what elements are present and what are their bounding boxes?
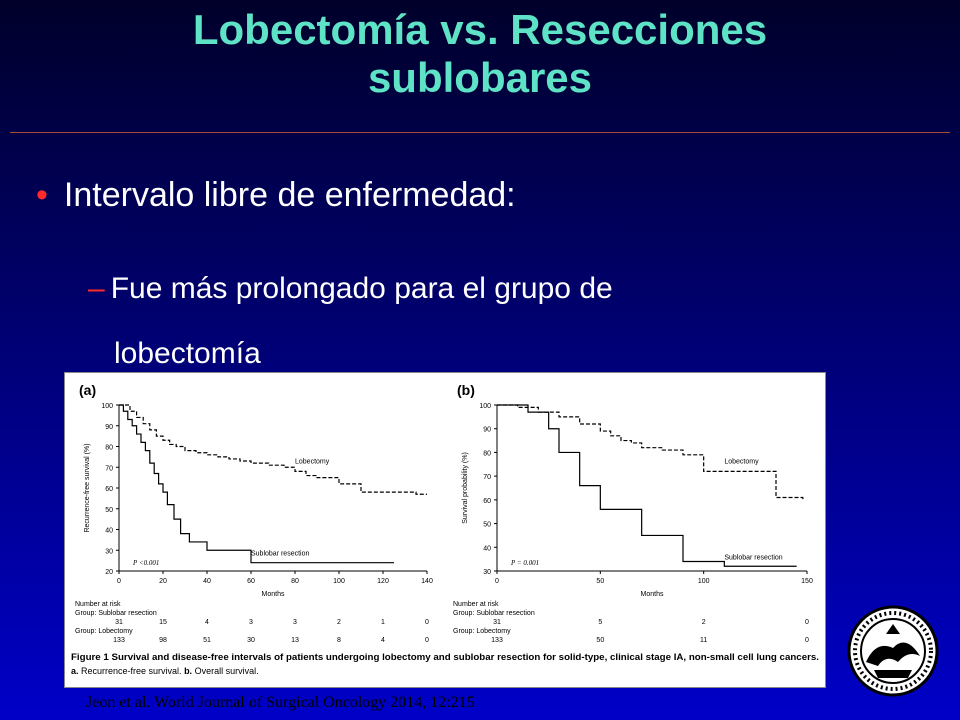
x-tick-label: 150 [801,578,813,585]
x-axis-label: Months [641,591,664,598]
y-tick-label: 90 [483,427,491,434]
risk-value-sublobar: 3 [249,619,253,626]
y-axis-label: Recurrence-free survival (%) [84,443,91,532]
y-tick-label: 70 [483,474,491,481]
risk-value-lobectomy: 133 [491,637,503,644]
risk-value-lobectomy: 13 [291,637,299,644]
risk-group-lobectomy: Group: Lobectomy [453,628,511,635]
risk-value-sublobar: 15 [159,619,167,626]
risk-value-lobectomy: 0 [805,637,809,644]
x-axis-label: Months [262,591,285,598]
y-tick-label: 40 [105,528,113,535]
risk-value-sublobar: 0 [805,619,809,626]
caption-part: Recurrence-free survival. [79,666,185,676]
series-line-sublobar-resection [119,404,394,564]
sub-bullet-item: – Fue más prolongado para el grupo de lob… [88,256,788,386]
p-value-label: P = 0.001 [510,559,539,567]
x-tick-label: 0 [495,578,499,585]
y-tick-label: 60 [483,498,491,505]
panel-label: (b) [457,382,475,398]
risk-value-sublobar: 5 [598,619,602,626]
bullet-text: Intervalo libre de enfermedad: [63,176,516,214]
x-tick-label: 100 [333,578,345,585]
slide-title-line2: sublobares [367,54,593,101]
series-label: Lobectomy [724,458,759,465]
citation: Jeon et al. World Journal of Surgical On… [86,694,475,711]
survival-figure: (a) Recurrence-free survival (%) 20 30 40 50 6… [64,372,826,688]
risk-value-sublobar: 4 [205,619,209,626]
caption-part: Overall survival. [192,666,259,676]
risk-value-sublobar: 1 [381,619,385,626]
risk-header: Number at risk [453,601,499,608]
panel-label: (a) [79,382,96,398]
x-tick-label: 50 [596,578,604,585]
y-tick-label: 70 [105,465,113,472]
risk-value-lobectomy: 4 [381,637,385,644]
x-tick-label: 40 [203,578,211,585]
x-tick-label: 0 [117,578,121,585]
y-tick-label: 50 [105,507,113,514]
x-tick-label: 80 [291,578,299,585]
y-tick-label: 80 [483,450,491,457]
risk-value-lobectomy: 8 [337,637,341,644]
risk-value-lobectomy: 51 [203,637,211,644]
risk-value-sublobar: 0 [425,619,429,626]
series-label: Sublobar resection [724,554,782,561]
risk-value-lobectomy: 50 [596,637,604,644]
series-line-lobectomy [497,404,804,500]
series-line-lobectomy [119,404,427,495]
risk-value-sublobar: 2 [337,619,341,626]
risk-value-lobectomy: 98 [159,637,167,644]
p-value-label: P <0.001 [132,559,159,567]
y-tick-label: 30 [483,569,491,576]
risk-value-sublobar: 31 [115,619,123,626]
figure-caption-bold: Figure 1 Survival and disease-free inter… [71,652,819,662]
series-label: Sublobar resection [251,551,309,558]
y-tick-label: 90 [105,424,113,431]
caption-part: b. [184,666,192,676]
figure-caption-panels: a. Recurrence-free survival. b. Overall … [71,666,259,676]
risk-value-lobectomy: 0 [425,637,429,644]
risk-group-lobectomy: Group: Lobectomy [75,628,133,635]
risk-value-sublobar: 31 [493,619,501,626]
y-tick-label: 40 [483,545,491,552]
series-line-sublobar-resection [497,404,797,567]
survival-figure-svg: (a)Recurrence-free survival (%)203040506… [71,382,819,676]
risk-value-lobectomy: 30 [247,637,255,644]
bullet-item: • Intervalo libre de enfermedad: [36,176,516,215]
university-seal-icon [847,605,939,697]
x-tick-label: 100 [698,578,710,585]
risk-value-lobectomy: 133 [113,637,125,644]
risk-group-sublobar: Group: Sublobar resection [75,610,157,617]
y-axis-label: Survival probability (%) [462,452,469,524]
bullet-dot-icon: • [36,176,48,214]
y-tick-label: 20 [105,569,113,576]
x-tick-label: 140 [421,578,433,585]
slide-title: Lobectomía vs. Resecciones sublobares [0,6,960,102]
sub-bullet-line1: Fue más prolongado para el grupo de [110,272,613,305]
caption-part: a. [71,666,79,676]
x-tick-label: 120 [377,578,389,585]
series-label: Lobectomy [295,458,330,465]
y-tick-label: 100 [101,403,113,410]
title-divider [10,132,950,133]
risk-header: Number at risk [75,601,121,608]
dash-icon: – [88,272,105,305]
y-tick-label: 60 [105,486,113,493]
y-tick-label: 30 [105,548,113,555]
risk-value-sublobar: 3 [293,619,297,626]
y-tick-label: 80 [105,445,113,452]
risk-value-sublobar: 2 [702,619,706,626]
y-tick-label: 100 [479,403,491,410]
x-tick-label: 60 [247,578,255,585]
sub-bullet-line2: lobectomía [114,337,261,370]
y-tick-label: 50 [483,522,491,529]
x-tick-label: 20 [159,578,167,585]
risk-value-lobectomy: 11 [700,637,707,644]
slide-title-line1: Lobectomía vs. Resecciones [192,6,768,53]
risk-group-sublobar: Group: Sublobar resection [453,610,535,617]
